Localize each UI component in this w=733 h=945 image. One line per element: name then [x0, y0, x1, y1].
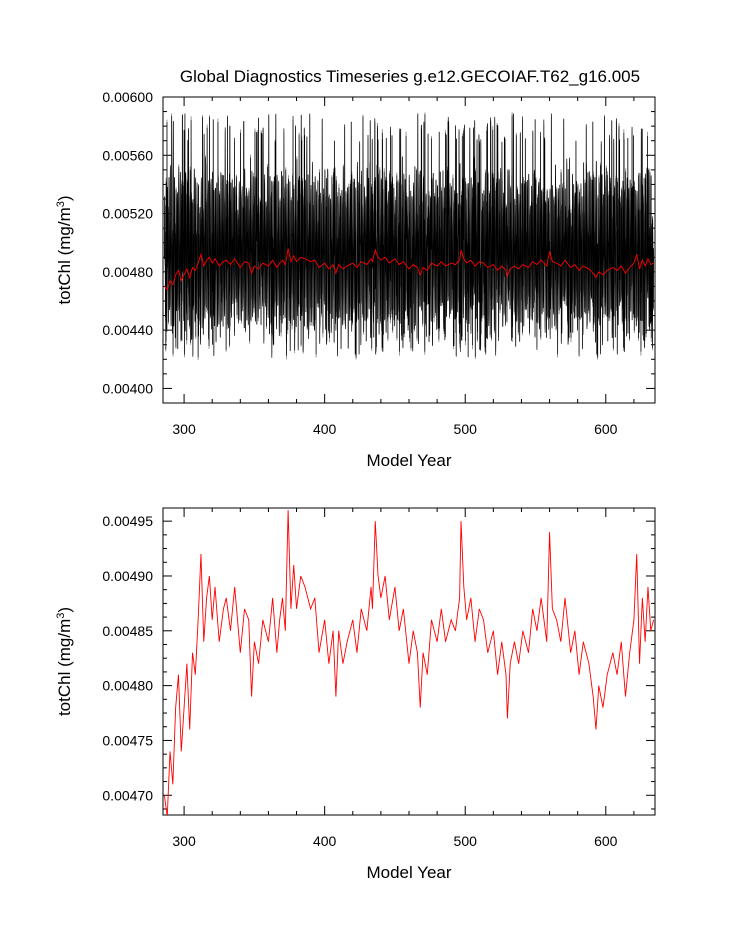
bottom-y-axis-title: totChl (mg/m3)	[55, 607, 74, 716]
top-y-tick-label: 0.00520	[102, 206, 153, 222]
bottom-x-axis-title: Model Year	[366, 863, 451, 882]
bottom-y-tick-label: 0.00495	[102, 513, 153, 529]
top-panel: 300 400 500 600 0.00400 0.00440 0.00480 0.00520…	[55, 89, 656, 470]
top-x-tick-label: 300	[172, 421, 196, 437]
top-x-axis-title: Model Year	[366, 451, 451, 470]
figure-title: Global Diagnostics Timeseries g.e12.GECO…	[180, 67, 640, 86]
bottom-y-tick-label: 0.00470	[102, 787, 153, 803]
top-annual-series	[164, 248, 654, 291]
bottom-x-tick-label: 400	[313, 833, 337, 849]
bottom-annual-series	[163, 510, 655, 815]
top-x-tick-label: 600	[594, 421, 618, 437]
top-y-tick-label: 0.00560	[102, 147, 153, 163]
bottom-x-tick-label: 500	[454, 833, 478, 849]
top-y-axis-title: totChl (mg/m3)	[55, 195, 74, 304]
top-y-tick-label: 0.00600	[102, 89, 153, 105]
bottom-x-tick-label: 600	[594, 833, 618, 849]
top-x-tick-label: 500	[454, 421, 478, 437]
top-x-tick-label: 400	[313, 421, 337, 437]
top-y-tick-label: 0.00400	[102, 380, 153, 396]
bottom-y-tick-label: 0.00485	[102, 623, 153, 639]
bottom-y-tick-label: 0.00475	[102, 732, 153, 748]
bottom-y-tick-label: 0.00480	[102, 678, 153, 694]
top-monthly-series	[164, 113, 654, 358]
top-y-tick-label: 0.00480	[102, 264, 153, 280]
bottom-x-tick-label: 300	[172, 833, 196, 849]
top-y-tick-label: 0.00440	[102, 322, 153, 338]
bottom-panel: 300 400 500 600 0.00470 0.00475 0.00480 0.00485…	[55, 507, 656, 882]
bottom-y-tick-label: 0.00490	[102, 568, 153, 584]
